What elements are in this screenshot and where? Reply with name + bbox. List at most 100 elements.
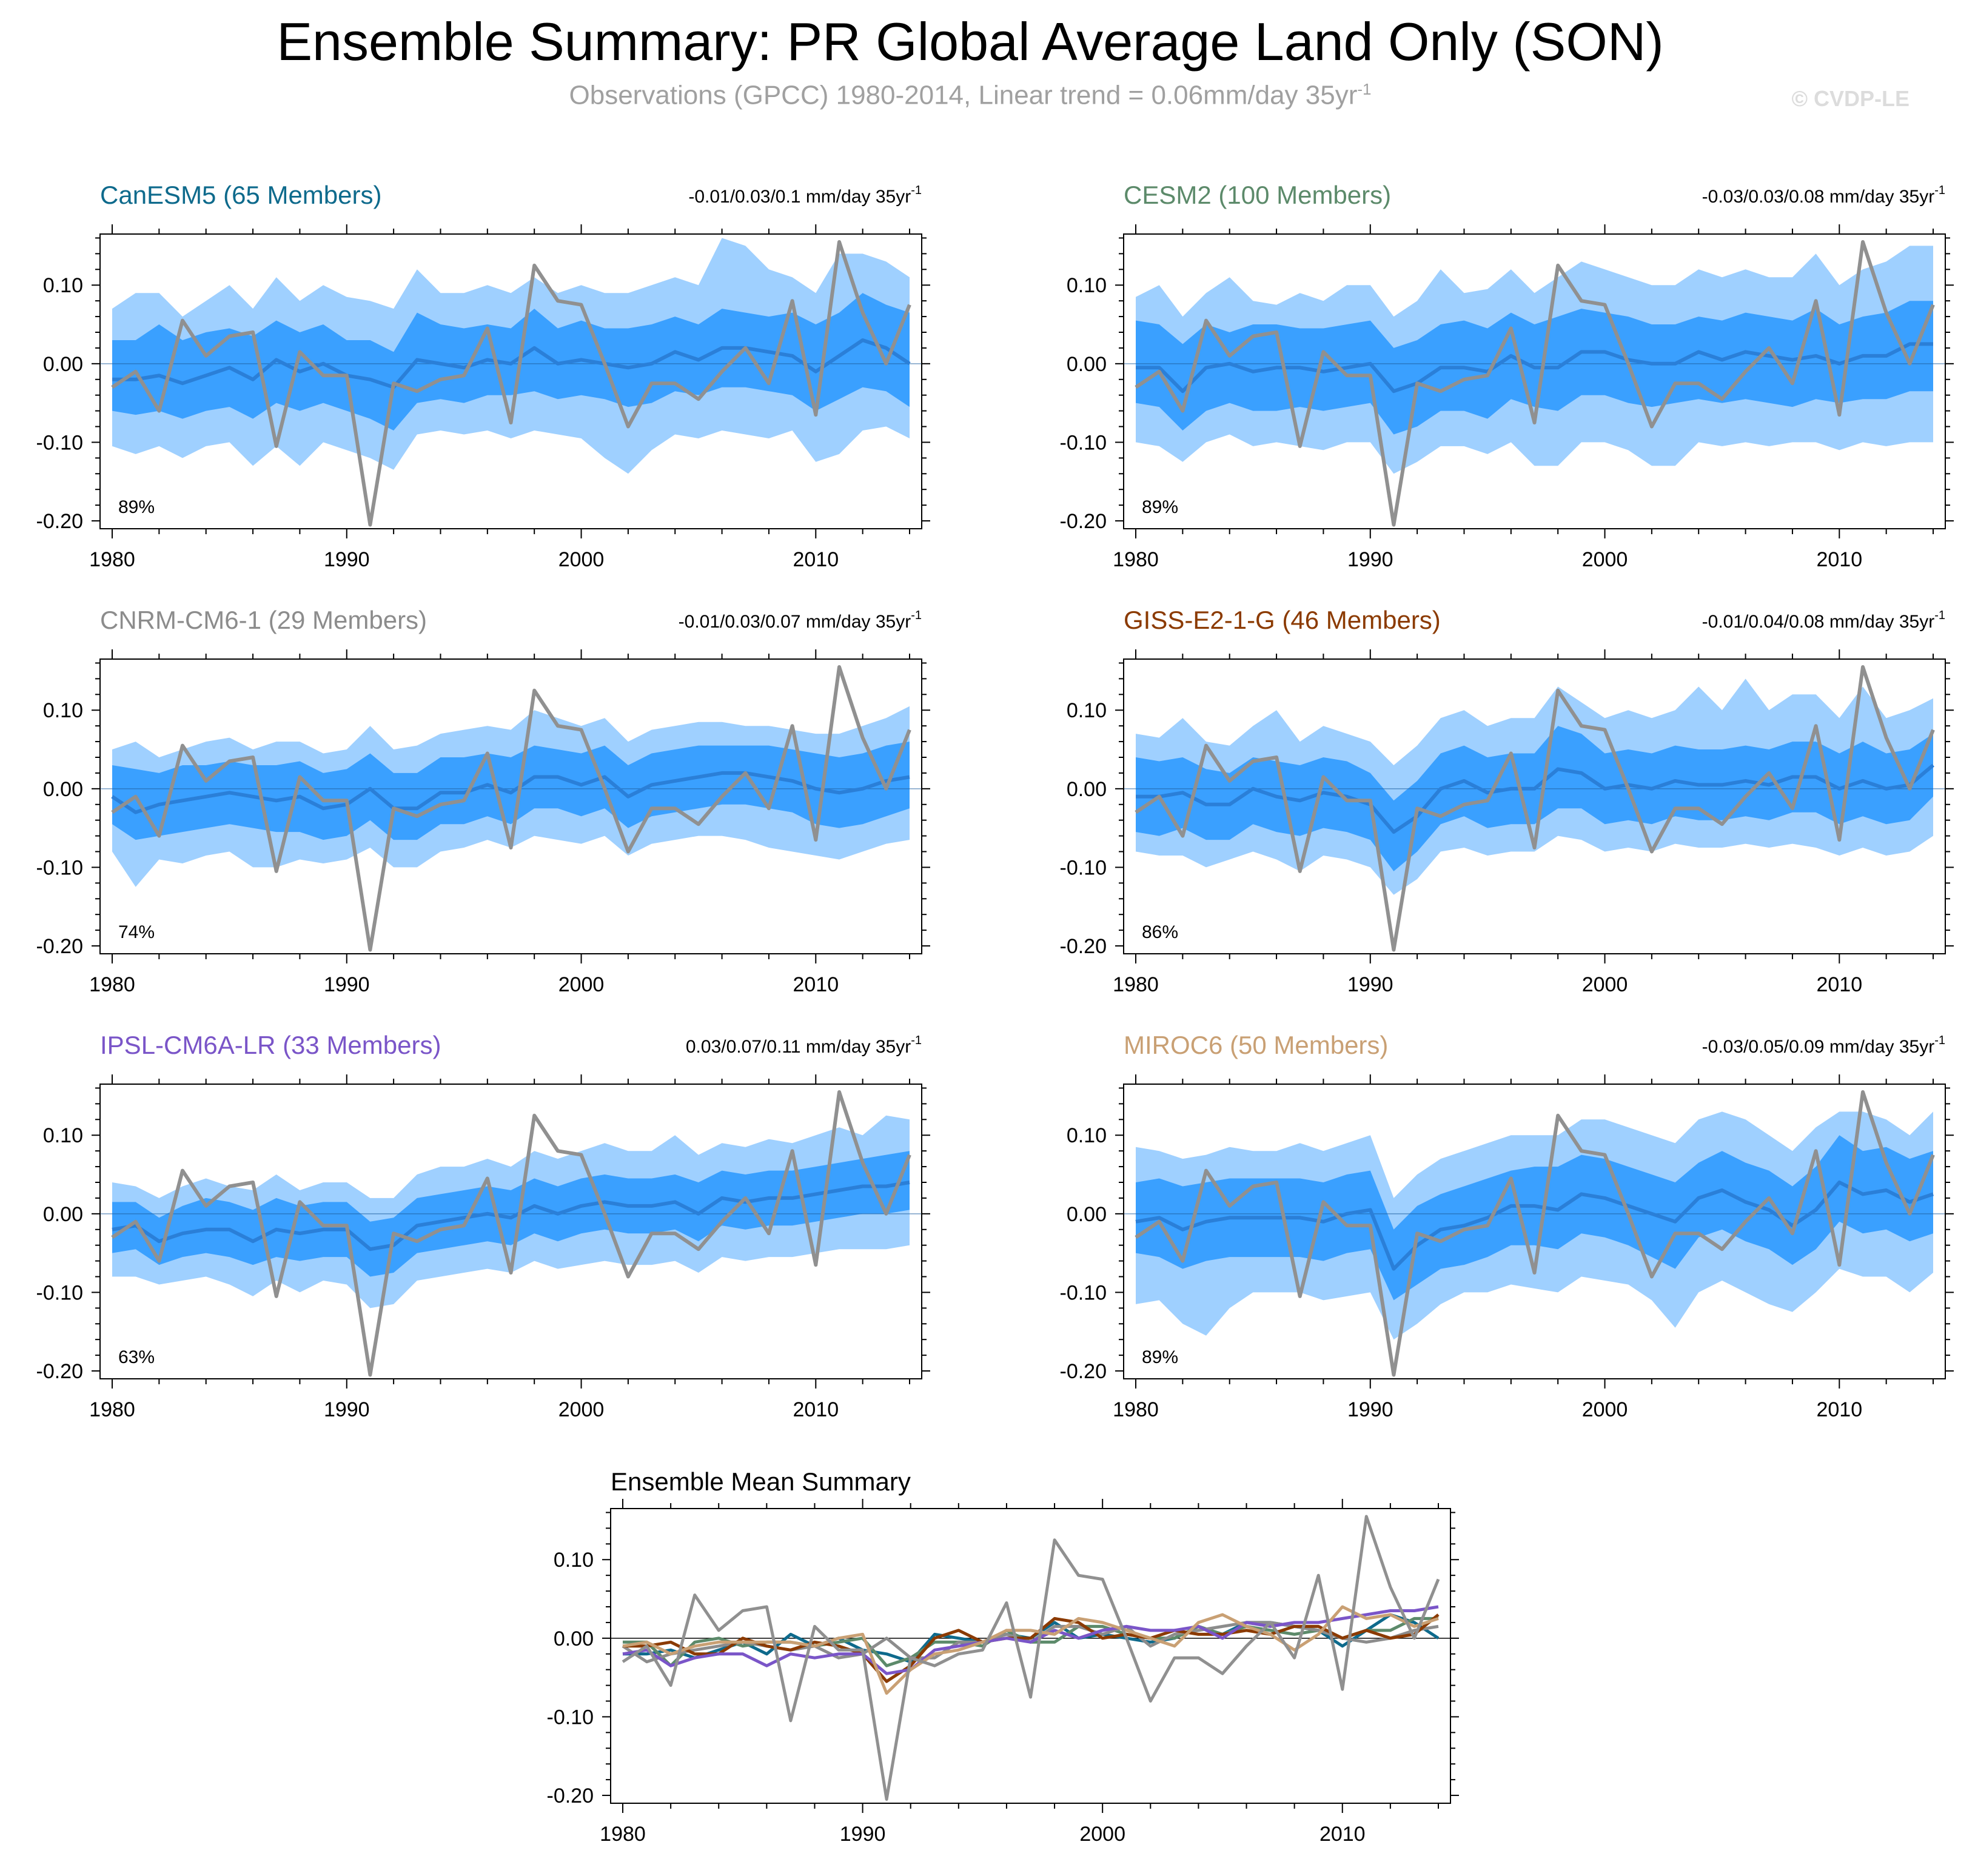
plot-area: [100, 1090, 922, 1377]
trend-superscript: -1: [911, 184, 922, 197]
chart-title: Ensemble Mean Summary: [611, 1467, 911, 1496]
x-tick-label: 1990: [840, 1823, 886, 1846]
subtitle-text: Observations (GPCC) 1980-2014, Linear tr…: [569, 80, 1358, 110]
x-tick-label: 1990: [1347, 548, 1393, 571]
trend-text: -0.03/0.03/0.08 mm/day 35yr: [1702, 187, 1935, 207]
x-tick-label: 2010: [793, 973, 839, 996]
percent-label: 89%: [1142, 497, 1178, 517]
y-tick-label: 0.10: [1067, 1124, 1107, 1147]
series-line-ipsl-cm6a-lr: [622, 1605, 1439, 1675]
x-tick-label: 2000: [558, 973, 605, 996]
plot-frame: [1123, 658, 1946, 954]
y-tick-label: 0.00: [1067, 778, 1107, 801]
y-tick-label: 0.10: [43, 274, 83, 297]
x-tick-label: 2010: [1816, 548, 1862, 571]
y-tick-label: 0.00: [43, 353, 83, 376]
plot-frame: [610, 1508, 1451, 1804]
chart-title: CanESM5 (65 Members): [100, 181, 381, 209]
y-tick-label: 0.00: [43, 778, 83, 801]
x-tick-label: 2010: [793, 548, 839, 571]
observations-line: [111, 1090, 911, 1377]
x-tick-label: 2000: [558, 1398, 605, 1421]
x-tick-label: 2000: [558, 548, 605, 571]
chart-title: GISS-E2-1-G (46 Members): [1124, 606, 1441, 634]
series-line-observations-gpcc-: [622, 1515, 1440, 1801]
page-title: Ensemble Summary: PR Global Average Land…: [277, 12, 1664, 72]
trend-superscript: -1: [1934, 1034, 1945, 1047]
x-tick-label: 2000: [1079, 1823, 1125, 1846]
trend-text: -0.01/0.03/0.07 mm/day 35yr: [679, 612, 911, 632]
x-tick-label: 1990: [1347, 1398, 1393, 1421]
trend-superscript: -1: [1934, 184, 1945, 197]
y-tick-label: -0.20: [1060, 935, 1107, 958]
chart-miroc6: MIROC6 (50 Members) -0.03/0.05/0.09 mm/da…: [1060, 1031, 1954, 1421]
y-tick-label: -0.20: [36, 1360, 84, 1383]
y-tick-label: -0.20: [1060, 1360, 1107, 1383]
plot-area: [1124, 665, 1945, 952]
x-tick-label: 1990: [324, 1398, 370, 1421]
series-line-giss-e2-1-g: [623, 1613, 1440, 1683]
y-tick-label: -0.20: [1060, 510, 1107, 533]
chart-summary: Ensemble Mean Summary 0.10 0.00 -0.10 -0.20 1…: [547, 1467, 1459, 1846]
trend-label: -0.01/0.03/0.07 mm/day 35yr-1: [679, 609, 922, 632]
x-tick-label: 1980: [89, 973, 135, 996]
y-tick-label: 0.00: [43, 1203, 83, 1226]
chart-title: IPSL-CM6A-LR (33 Members): [100, 1031, 441, 1059]
y-tick-label: -0.10: [36, 856, 84, 879]
trend-text: -0.03/0.05/0.09 mm/day 35yr: [1702, 1037, 1935, 1057]
plot-area: [1124, 240, 1945, 527]
watermark: © CVDP-LE: [1791, 86, 1910, 111]
percent-label: 74%: [118, 922, 155, 942]
x-tick-label: 2010: [793, 1398, 839, 1421]
y-tick-label: 0.10: [43, 699, 83, 722]
trend-superscript: -1: [911, 609, 922, 622]
trend-label: -0.01/0.03/0.1 mm/day 35yr-1: [688, 184, 922, 207]
y-tick-label: 0.10: [554, 1549, 594, 1572]
x-tick-label: 1980: [600, 1823, 646, 1846]
chart-giss: GISS-E2-1-G (46 Members) -0.01/0.04/0.08 …: [1060, 606, 1954, 996]
trend-label: -0.03/0.05/0.09 mm/day 35yr-1: [1702, 1034, 1945, 1057]
x-tick-label: 1990: [1347, 973, 1393, 996]
y-tick-label: -0.10: [547, 1706, 594, 1729]
observations-line: [111, 665, 911, 952]
trend-label: 0.03/0.07/0.11 mm/day 35yr-1: [686, 1034, 922, 1057]
x-tick-label: 1980: [1113, 973, 1159, 996]
ensemble-mean-line: [1135, 1181, 1934, 1271]
y-tick-label: 0.10: [1067, 699, 1107, 722]
series-line-miroc6: [622, 1605, 1439, 1695]
x-tick-label: 1980: [89, 548, 135, 571]
x-tick-label: 1980: [1113, 548, 1159, 571]
trend-text: -0.01/0.04/0.08 mm/day 35yr: [1702, 612, 1935, 632]
percent-label: 63%: [118, 1347, 155, 1367]
observations-line: [1135, 665, 1935, 952]
y-tick-label: 0.10: [43, 1124, 83, 1147]
chart-ipsl: IPSL-CM6A-LR (33 Members) 0.03/0.07/0.11 …: [36, 1031, 930, 1421]
x-tick-label: 1980: [1113, 1398, 1159, 1421]
y-tick-label: 0.00: [1067, 1203, 1107, 1226]
chart-cesm2: CESM2 (100 Members) -0.03/0.03/0.08 mm/da…: [1060, 181, 1954, 571]
x-tick-label: 2010: [1816, 973, 1862, 996]
trend-label: -0.01/0.04/0.08 mm/day 35yr-1: [1702, 609, 1945, 632]
trend-superscript: -1: [911, 1034, 922, 1047]
plot-area: [1124, 1090, 1945, 1377]
x-tick-label: 1990: [324, 973, 370, 996]
page-subtitle: Observations (GPCC) 1980-2014, Linear tr…: [0, 80, 1940, 111]
percent-label: 89%: [118, 497, 155, 517]
trend-text: -0.01/0.03/0.1 mm/day 35yr: [688, 187, 911, 207]
chart-canesm5: CanESM5 (65 Members) -0.01/0.03/0.1 mm/da…: [36, 181, 930, 571]
chart-title: MIROC6 (50 Members): [1124, 1031, 1388, 1059]
plot-frame: [99, 233, 922, 529]
observations-line: [1135, 1090, 1935, 1377]
y-tick-label: 0.10: [1067, 274, 1107, 297]
x-tick-label: 1980: [89, 1398, 135, 1421]
plot-frame: [1123, 233, 1946, 529]
plot-frame: [99, 1084, 922, 1379]
ensemble-mean-line: [112, 1181, 910, 1251]
y-tick-label: -0.10: [1060, 431, 1107, 454]
y-tick-label: -0.10: [36, 1281, 84, 1304]
plot-area: [611, 1515, 1450, 1801]
x-tick-label: 2000: [1582, 548, 1628, 571]
plot-area: [100, 665, 922, 952]
x-tick-label: 2010: [1816, 1398, 1862, 1421]
